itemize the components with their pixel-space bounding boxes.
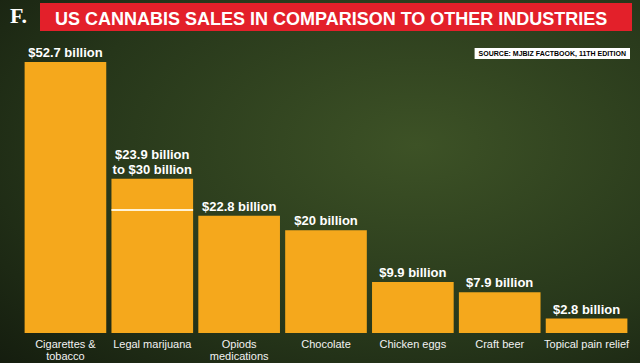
svg-text:to $30 billion: to $30 billion [113, 162, 193, 177]
svg-text:$7.9 billion: $7.9 billion [466, 275, 533, 290]
svg-text:$22.8 billion: $22.8 billion [202, 199, 276, 214]
svg-text:$20 billion: $20 billion [294, 213, 358, 228]
svg-text:$23.9 billion: $23.9 billion [115, 147, 189, 162]
svg-text:tobacco: tobacco [46, 350, 85, 362]
svg-text:Chocolate: Chocolate [301, 338, 351, 350]
svg-text:SOURCE: MJBIZ FACTBOOK, 11TH E: SOURCE: MJBIZ FACTBOOK, 11TH EDITION [479, 50, 626, 58]
svg-text:Legal marijuana: Legal marijuana [113, 338, 192, 350]
svg-text:$52.7 billion: $52.7 billion [28, 45, 102, 60]
svg-text:medications: medications [210, 350, 269, 362]
svg-text:Topical pain relief: Topical pain relief [544, 338, 630, 350]
svg-text:Chicken eggs: Chicken eggs [380, 338, 447, 350]
svg-text:F.: F. [10, 3, 27, 28]
svg-text:$2.8 billion: $2.8 billion [553, 302, 620, 317]
svg-text:Opiods: Opiods [222, 338, 257, 350]
svg-text:$9.9 billion: $9.9 billion [379, 265, 446, 280]
svg-text:Craft beer: Craft beer [475, 338, 524, 350]
svg-text:US CANNABIS SALES IN COMPARISO: US CANNABIS SALES IN COMPARISON TO OTHER… [55, 9, 607, 29]
svg-text:Cigarettes &: Cigarettes & [35, 338, 96, 350]
